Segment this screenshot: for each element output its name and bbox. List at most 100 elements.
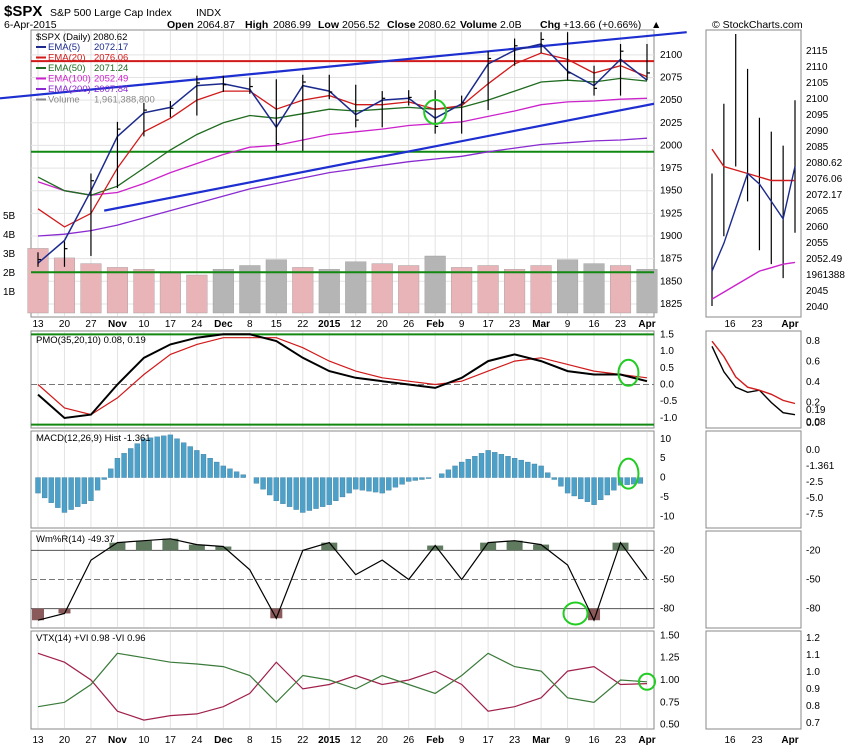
volume-bar bbox=[583, 263, 605, 314]
side-macd-tick-label: -1.361 bbox=[806, 461, 835, 472]
x-tick-label-bottom: Dec bbox=[214, 735, 233, 746]
macd-hist-bar bbox=[319, 477, 326, 507]
pmo-signal-circle bbox=[617, 358, 640, 387]
legend-series-value: 2052.49 bbox=[94, 74, 128, 85]
x-tick-label: Mar bbox=[532, 319, 550, 330]
volume-bar bbox=[636, 269, 658, 314]
macd-hist-bar bbox=[81, 477, 87, 504]
macd-hist-bar bbox=[558, 477, 564, 487]
side-price-label: 2065 bbox=[806, 206, 829, 217]
pmo-tick-label: -0.5 bbox=[660, 396, 678, 407]
side-panels-series bbox=[711, 34, 796, 416]
chg-label: Chg bbox=[540, 19, 560, 31]
macd-hist-bar bbox=[452, 465, 458, 478]
open-value: 2064.87 bbox=[197, 19, 235, 31]
high-value: 2086.99 bbox=[273, 19, 311, 31]
side-wmr-tick-label: -80 bbox=[806, 604, 821, 615]
macd-hist-bar bbox=[538, 465, 544, 478]
legend-series-name: EMA(200) bbox=[48, 84, 91, 95]
macd-hist-bar bbox=[333, 477, 339, 501]
volume-bar bbox=[530, 265, 552, 314]
volume-bar bbox=[186, 274, 208, 314]
volume-bar bbox=[265, 259, 287, 314]
side-pmo-line bbox=[711, 346, 796, 416]
side-macd-tick-label: -2.5 bbox=[806, 477, 824, 488]
macd-hist-bar bbox=[167, 434, 174, 478]
x-tick-label: 8 bbox=[247, 319, 253, 330]
x-tick-label-bottom: 15 bbox=[271, 735, 283, 746]
macd-tick-label: -10 bbox=[660, 511, 675, 522]
x-tick-label-bottom: 17 bbox=[483, 735, 495, 746]
legend-series-name: EMA(20) bbox=[48, 53, 85, 64]
price-tick-label: 2050 bbox=[660, 95, 683, 106]
macd-hist-bar bbox=[439, 473, 445, 478]
price-tick-label: 2100 bbox=[660, 50, 683, 61]
side-price-label: 2040 bbox=[806, 302, 829, 313]
wmr-overbought-fill bbox=[135, 540, 152, 551]
x-tick-label: 10 bbox=[138, 319, 150, 330]
legend-series-name: EMA(100) bbox=[48, 74, 91, 85]
signal-circle bbox=[423, 98, 448, 125]
wmr-overbought-fill bbox=[480, 542, 497, 551]
side-price-label: 2095 bbox=[806, 110, 829, 121]
macd-hist-bar bbox=[147, 437, 154, 478]
macd-hist-bar bbox=[505, 456, 511, 478]
axis-ticks: 2100207520502025200019751950192519001875… bbox=[3, 46, 845, 746]
wmr-overbought-fill bbox=[533, 544, 550, 551]
volume-bar bbox=[609, 265, 632, 314]
price-tick-label: 2025 bbox=[660, 118, 683, 129]
side-x-tick-label: 16 bbox=[724, 319, 736, 330]
macd-hist-bar bbox=[525, 461, 531, 478]
ema100-line bbox=[37, 97, 648, 196]
x-tick-label-bottom: 22 bbox=[297, 735, 309, 746]
side-ema100-line bbox=[711, 261, 796, 300]
x-tick-label: 27 bbox=[85, 319, 97, 330]
macd-hist-bar bbox=[286, 477, 293, 507]
volume-bar bbox=[80, 263, 102, 314]
macd-hist-bar bbox=[498, 454, 505, 478]
x-tick-label-bottom: 2015 bbox=[318, 735, 341, 746]
macd-hist-bar bbox=[611, 477, 617, 491]
macd-hist-bar bbox=[346, 477, 352, 494]
volume-bar bbox=[27, 248, 49, 314]
macd-hist-bar bbox=[412, 477, 418, 481]
macd-hist-bar bbox=[114, 458, 121, 478]
pmo-panel bbox=[30, 330, 655, 429]
upper-trendline bbox=[0, 31, 687, 100]
low-label: Low bbox=[318, 19, 340, 31]
macd-hist-bar bbox=[372, 477, 379, 493]
lower-trendline bbox=[103, 102, 655, 212]
low-value: 2056.52 bbox=[342, 19, 380, 31]
macd-hist-bar bbox=[154, 436, 160, 478]
macd-hist-bar bbox=[55, 477, 61, 508]
wmr-tick-label: -50 bbox=[660, 575, 675, 586]
macd-hist-bar bbox=[141, 438, 147, 478]
macd-hist-bar bbox=[121, 453, 127, 478]
x-tick-label: 22 bbox=[297, 319, 309, 330]
vtx-tick-label: 0.75 bbox=[660, 697, 680, 708]
macd-hist-bar bbox=[293, 477, 299, 510]
x-tick-label-bottom: Apr bbox=[638, 735, 655, 746]
price-panel-title: $SPX (Daily) 2080.62 bbox=[36, 32, 127, 43]
volume-tick-label: 4B bbox=[3, 230, 16, 241]
side-x-tick-label: Apr bbox=[781, 319, 798, 330]
macd-histogram bbox=[35, 434, 644, 513]
macd-hist-bar bbox=[101, 477, 107, 480]
side-price-label: 2080.62 bbox=[806, 158, 843, 169]
macd-hist-bar bbox=[194, 450, 200, 478]
macd-hist-bar bbox=[478, 453, 485, 478]
price-tick-label: 1875 bbox=[660, 254, 683, 265]
macd-hist-bar bbox=[61, 477, 68, 513]
side-price-label: 2055 bbox=[806, 238, 829, 249]
macd-hist-bar bbox=[94, 477, 101, 491]
macd-hist-bar bbox=[68, 477, 74, 510]
side-price-label: 2105 bbox=[806, 78, 829, 89]
wmr-overbought-fill bbox=[321, 542, 338, 551]
side-pmo-value-badge: 0.19 bbox=[806, 405, 826, 416]
volume-bar bbox=[292, 267, 314, 314]
macd-hist-bar bbox=[379, 477, 385, 494]
macd-hist-bar bbox=[624, 477, 630, 485]
x-tick-label: Apr bbox=[638, 319, 655, 330]
side-price-label: 2110 bbox=[806, 62, 828, 73]
